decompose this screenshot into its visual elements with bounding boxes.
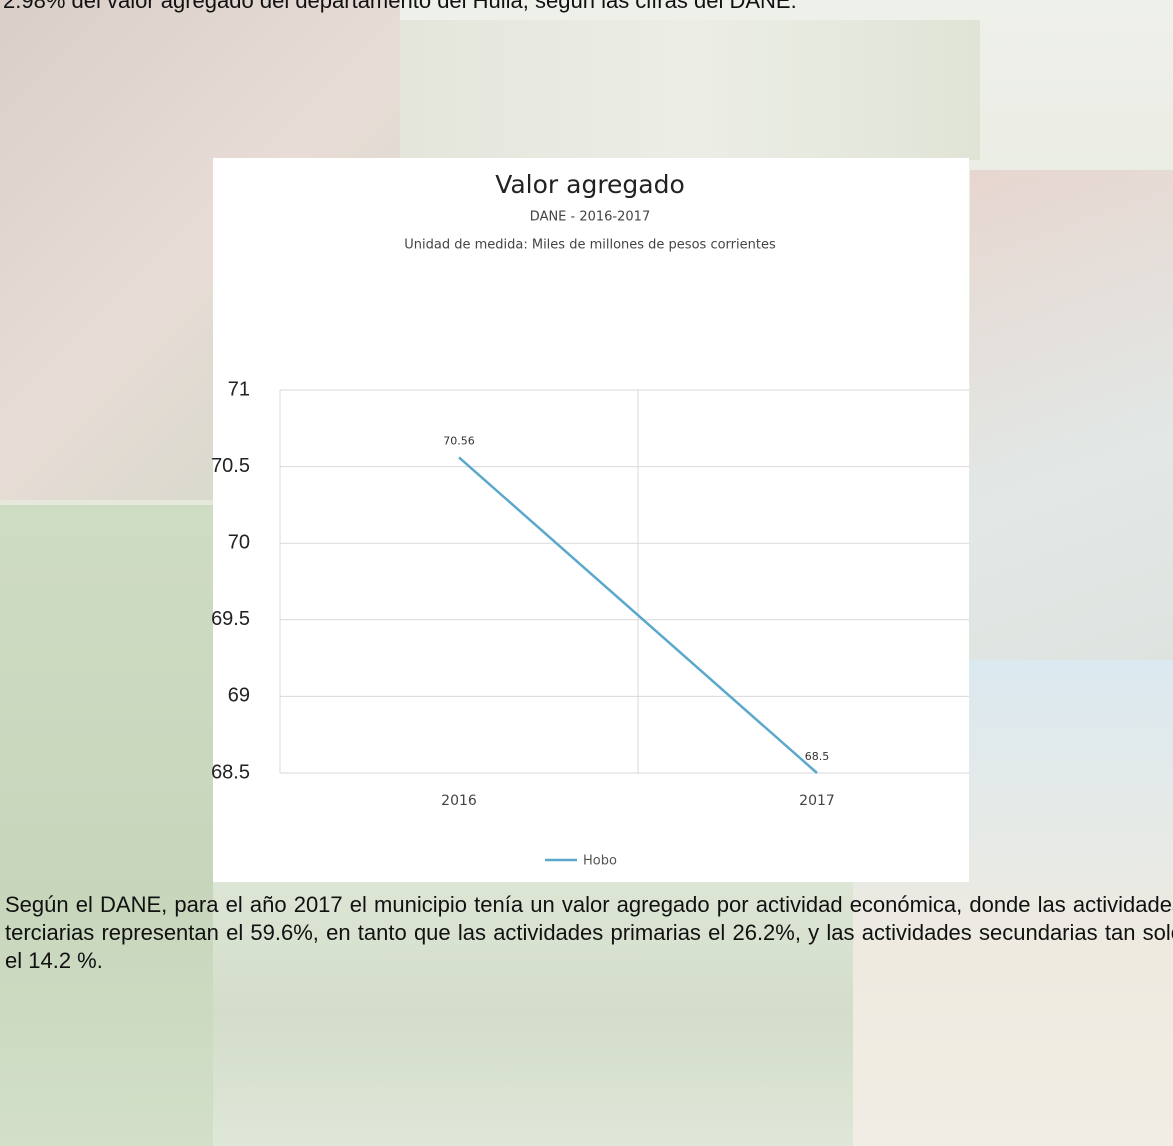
paragraph: Según el DANE, para el año 2017 el munic… [5, 892, 1173, 973]
legend-label: Hobo [583, 854, 617, 869]
top-text: 2.98% del valor agregado del departament… [3, 0, 797, 13]
y-tick-label: 68.5 [211, 761, 250, 783]
chart-area [213, 158, 969, 882]
chart-subtitle: DANE - 2016-2017 [530, 210, 650, 225]
y-tick-label: 71 [228, 378, 250, 400]
photo-bg [400, 20, 980, 160]
x-tick-label: 2016 [441, 793, 477, 809]
axes: 68.5 69 69.5 70 70.5 71 2016 2017 Hobo [211, 378, 835, 868]
photo-bg [213, 882, 853, 1146]
plot: 70.56 68.5 [279, 389, 969, 774]
chart-title: Valor agregado [495, 170, 685, 199]
photo-bg [970, 170, 1173, 660]
y-tick-label: 70.5 [211, 455, 250, 477]
x-tick-label: 2017 [799, 793, 835, 809]
chart-unit: Unidad de medida: Miles de millones de p… [404, 238, 776, 253]
y-tick-label: 69.5 [211, 608, 250, 630]
line-series [458, 456, 818, 774]
data-label: 68.5 [805, 750, 830, 763]
y-tick-label: 70 [228, 531, 250, 553]
data-label: 70.56 [443, 434, 475, 447]
photo-bg [0, 505, 213, 1146]
y-tick-label: 69 [228, 685, 250, 707]
